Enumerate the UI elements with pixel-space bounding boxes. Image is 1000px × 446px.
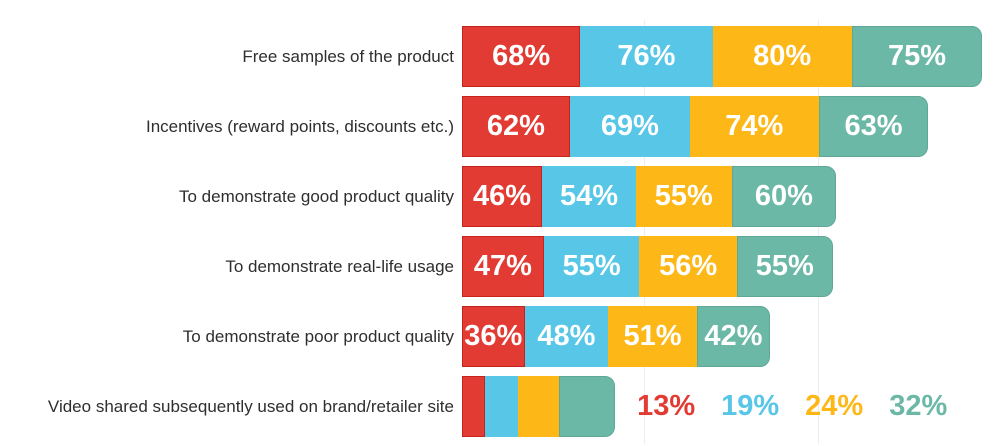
stacked-bar xyxy=(462,376,616,437)
bar-segment-teal: 63% xyxy=(818,96,929,157)
bar-segment-teal: 55% xyxy=(736,236,833,297)
bar-segment-red: 47% xyxy=(462,236,544,297)
value-label: 69% xyxy=(600,110,659,142)
value-label: 55% xyxy=(654,180,713,212)
bar-segment-teal xyxy=(559,376,616,437)
value-label: 51% xyxy=(623,320,682,352)
bar-segment-red xyxy=(462,376,485,437)
bar-segment-teal: 75% xyxy=(851,26,983,87)
value-label: 56% xyxy=(659,250,718,282)
bar-segment-red: 36% xyxy=(462,306,525,367)
value-label: 75% xyxy=(887,40,946,72)
bar-segment-light-blue: 69% xyxy=(569,96,690,157)
bar-row: To demonstrate poor product quality 36% 48… xyxy=(0,306,1000,367)
stacked-bar: 46% 54% 55% 60% xyxy=(462,166,837,227)
value-label: 76% xyxy=(617,40,676,72)
category-label: Video shared subsequently used on brand/… xyxy=(47,396,454,416)
bar-segment-red: 46% xyxy=(462,166,543,227)
value-label: 46% xyxy=(472,180,532,212)
stacked-bar: 68% 76% 80% 75% xyxy=(462,26,983,87)
bar-segment-light-blue: 76% xyxy=(580,26,713,87)
bar-segment-yellow: 55% xyxy=(635,166,732,227)
outside-value-label-teal: 32% xyxy=(889,390,948,422)
category-label: To demonstrate real-life usage xyxy=(225,256,454,276)
bar-segment-red: 62% xyxy=(462,96,570,157)
bar-segment-teal: 42% xyxy=(696,306,770,367)
bar-row: To demonstrate good product quality 46% 54… xyxy=(0,166,1000,227)
bar-segment-yellow: 74% xyxy=(689,96,819,157)
bar-row: Video shared subsequently used on brand/… xyxy=(0,376,1000,437)
category-label: Free samples of the product xyxy=(242,46,454,66)
value-label: 62% xyxy=(486,110,545,142)
outside-value-label-red: 13% xyxy=(637,390,696,422)
bar-row: Free samples of the product 68% 76% 80% 75% xyxy=(0,26,1000,87)
value-label: 80% xyxy=(753,40,812,72)
value-label: 42% xyxy=(704,320,763,352)
value-label: 63% xyxy=(844,110,903,142)
value-label: 54% xyxy=(559,180,619,212)
value-label: 36% xyxy=(464,320,523,352)
bar-row: Incentives (reward points, discounts etc… xyxy=(0,96,1000,157)
bar-segment-light-blue xyxy=(484,376,518,437)
bar-segment-teal: 60% xyxy=(731,166,837,227)
value-label: 47% xyxy=(473,250,532,282)
category-label: Incentives (reward points, discounts etc… xyxy=(145,116,454,136)
bar-segment-yellow: 56% xyxy=(639,236,737,297)
bar-segment-red: 68% xyxy=(462,26,581,87)
bar-segment-light-blue: 54% xyxy=(542,166,636,227)
stacked-bar: 62% 69% 74% 63% xyxy=(462,96,929,157)
bar-segment-light-blue: 55% xyxy=(543,236,640,297)
stacked-bar: 36% 48% 51% 42% xyxy=(462,306,770,367)
category-label: To demonstrate poor product quality xyxy=(182,326,454,346)
bar-segment-light-blue: 48% xyxy=(524,306,609,367)
outside-value-label-yellow: 24% xyxy=(805,390,864,422)
bar-segment-yellow: 51% xyxy=(608,306,697,367)
value-label: 74% xyxy=(725,110,784,142)
bar-segment-yellow xyxy=(517,376,560,437)
value-label: 60% xyxy=(754,180,813,212)
outside-value-label-light-blue: 19% xyxy=(721,390,780,422)
value-label: 68% xyxy=(492,40,551,72)
gridline-200 xyxy=(818,20,819,444)
value-label: 48% xyxy=(537,320,596,352)
outside-value-labels: 13% 19% 24% 32% xyxy=(637,376,947,437)
bar-segment-yellow: 80% xyxy=(712,26,852,87)
bar-row: To demonstrate real-life usage 47% 55% 56% 5… xyxy=(0,236,1000,297)
gridline-100 xyxy=(644,20,645,444)
value-label: 55% xyxy=(562,250,621,282)
value-label: 55% xyxy=(755,250,814,282)
stacked-bar: 47% 55% 56% 55% xyxy=(462,236,833,297)
category-label: To demonstrate good product quality xyxy=(178,186,454,206)
